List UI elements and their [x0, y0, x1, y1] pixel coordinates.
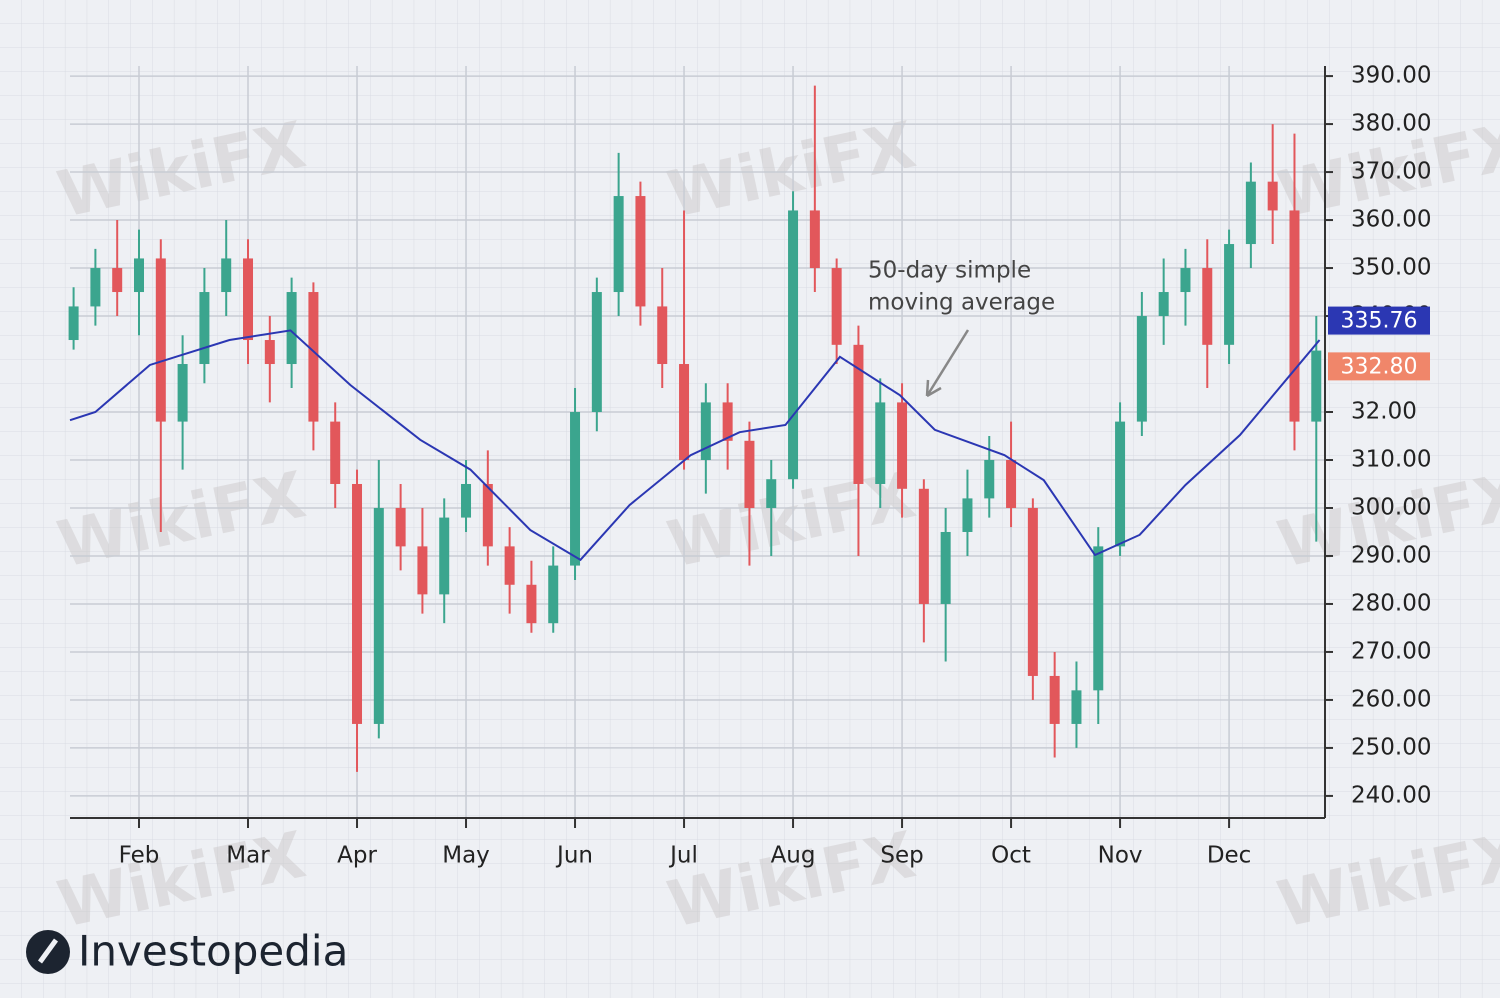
candle-body [177, 364, 188, 422]
candle-body [1115, 421, 1126, 547]
y-tick-label: 380.00 [1351, 111, 1431, 137]
candle-body [635, 196, 646, 307]
x-tick-label: Dec [1207, 843, 1252, 869]
candle-body [243, 258, 254, 341]
candle-body [308, 292, 319, 422]
candle-body [221, 258, 232, 293]
price-label: 335.76 [1341, 309, 1418, 334]
candle-body [962, 498, 973, 532]
logo: Investopedia [78, 927, 348, 976]
x-tick-label: Mar [226, 843, 270, 869]
candle-body [853, 344, 864, 484]
y-tick-label: 310.00 [1351, 446, 1431, 472]
x-tick-label: Nov [1098, 843, 1143, 869]
candle-body [461, 483, 472, 518]
x-tick-label: Feb [119, 843, 160, 869]
candle-body [134, 258, 145, 293]
candle-body [373, 507, 384, 724]
candle-body [1180, 268, 1191, 293]
candle-body [352, 483, 363, 724]
candle-body [679, 364, 690, 460]
candle-body [482, 483, 493, 547]
logo-icon-slash [37, 938, 59, 964]
candle-body [1267, 181, 1278, 211]
x-tick-label: May [442, 843, 490, 869]
candle-body [417, 546, 428, 595]
candle-body [548, 565, 559, 624]
candle-body [395, 507, 406, 547]
x-tick-label: Jun [555, 843, 593, 869]
candle-body [1093, 546, 1104, 691]
candle-body [657, 306, 668, 365]
x-tick-label: Oct [991, 843, 1031, 869]
candle-body [744, 440, 755, 508]
candle-body [1071, 690, 1082, 724]
candle-body [1311, 350, 1322, 422]
x-tick-label: Sep [880, 843, 923, 869]
candle-body [90, 268, 101, 307]
plot [68, 85, 1322, 772]
candle-body [831, 268, 842, 345]
candle-body [766, 479, 777, 508]
candle-body [1049, 675, 1060, 724]
y-tick-label: 32.00 [1351, 399, 1417, 425]
annotation-arrow [925, 329, 970, 398]
annotation: moving average [868, 290, 1055, 316]
candle-body [155, 258, 166, 422]
candle-body [722, 402, 733, 441]
candle-body [264, 340, 275, 365]
y-tick-label: 390.00 [1351, 63, 1431, 89]
candle-body [1224, 244, 1235, 345]
candle-body [591, 292, 602, 413]
y-tick-label: 290.00 [1351, 542, 1431, 568]
candle-body [1027, 507, 1038, 676]
candle-body [700, 402, 711, 460]
candle-body [918, 488, 929, 604]
candle-body [286, 292, 297, 365]
candle-body [613, 196, 624, 293]
price-label-box [1328, 352, 1430, 381]
y-tick-label: 270.00 [1351, 638, 1431, 664]
candle-body [526, 584, 537, 624]
candle-body [439, 517, 450, 595]
y-tick-label: 360.00 [1351, 207, 1431, 233]
candle-body [875, 402, 886, 484]
x-tick-label: Aug [771, 843, 816, 869]
y-tick-label: 260.00 [1351, 686, 1431, 712]
annotation: 50-day simple [868, 258, 1031, 284]
y-tick-label: 280.00 [1351, 590, 1431, 616]
candle-body [1158, 292, 1169, 317]
moving-average-line [69, 329, 1321, 562]
candle-body [940, 531, 951, 604]
candle-body [504, 546, 515, 585]
candle-body [330, 421, 341, 484]
candle-body [984, 459, 995, 499]
x-tick-label: Jul [668, 843, 698, 869]
price-label: 332.80 [1341, 354, 1418, 379]
candle-body [1202, 268, 1213, 345]
y-tick-label: 300.00 [1351, 494, 1431, 520]
y-tick-label: 370.00 [1351, 159, 1431, 185]
candle-body [809, 210, 820, 269]
candle-body [897, 402, 908, 489]
y-tick-label: 250.00 [1351, 734, 1431, 760]
price-label-box [1328, 306, 1430, 335]
candle-body [199, 292, 210, 365]
candle-body [1245, 181, 1256, 245]
y-tick-label: 240.00 [1351, 782, 1431, 808]
candle-body [788, 210, 799, 480]
candle-body [1136, 316, 1147, 422]
candle-body [1289, 210, 1300, 422]
candle-body [112, 268, 123, 293]
candle-body [570, 412, 581, 566]
y-tick-label: 350.00 [1351, 255, 1431, 281]
x-tick-label: Apr [337, 843, 377, 869]
candle-body [1006, 459, 1017, 508]
candle-body [68, 306, 79, 341]
